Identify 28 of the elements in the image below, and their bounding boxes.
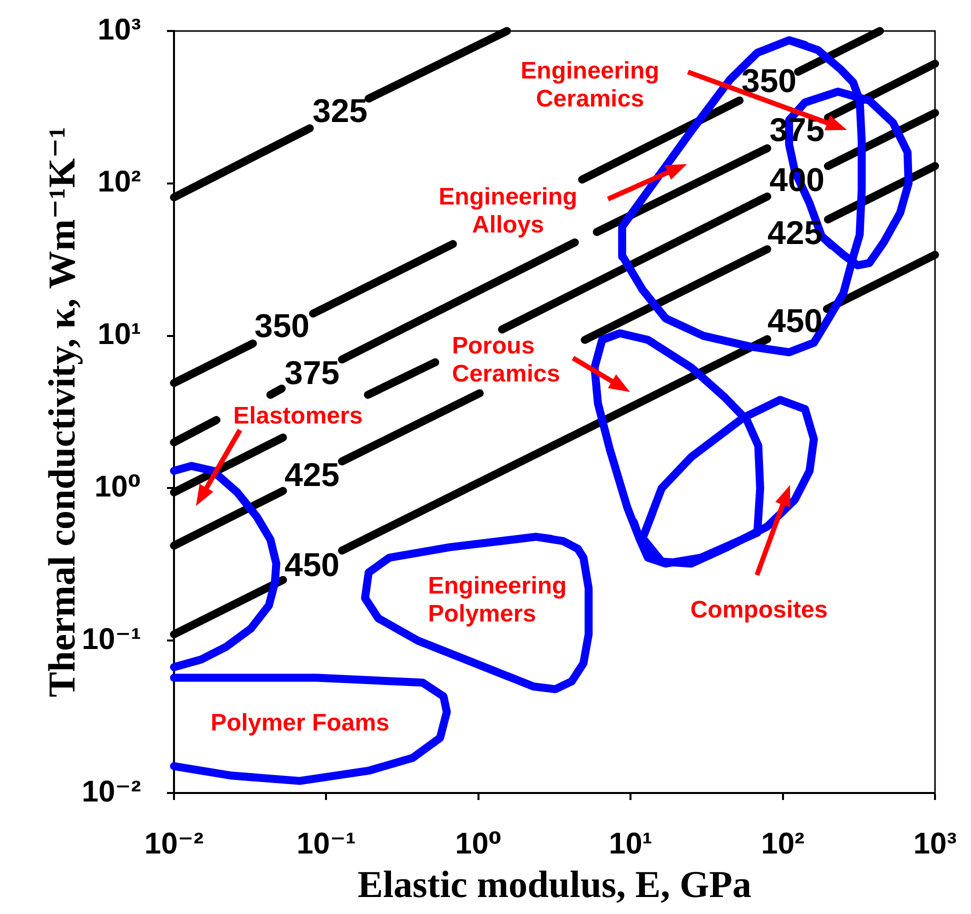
y-tick-label: 10³ [98,13,142,46]
y-tick-label: 10⁻² [82,775,141,808]
annotation: 450 [284,546,340,584]
x-tick-label: 10⁰ [455,827,502,860]
y-tick-label: 10¹ [98,318,142,352]
annotation: Engineering Ceramics [520,58,660,113]
annotation: 350 [254,307,310,344]
annotation: 325 [312,92,368,130]
x-tick-label: 10² [761,827,804,860]
annotation: Composites [690,596,828,624]
annotation: Engineering Alloys [438,184,578,239]
annotation: 450 [767,302,823,340]
annotation: 350 [741,62,797,100]
annotation: 425 [284,456,340,494]
y-tick-label: 10⁰ [94,470,141,504]
x-tick-label: 10¹ [608,827,652,860]
x-tick-label: 10³ [913,827,957,860]
annotation: Polymer Foams [210,710,390,737]
annotation: 375 [284,354,340,392]
x-tick-label: 10⁻¹ [296,827,356,860]
y-tick-label: 10² [98,166,142,199]
x-tick-label: 10⁻² [144,827,204,860]
annotation: Elastomers [233,402,363,430]
x-axis-title: Elastic modulus, E, GPa [358,864,752,906]
y-axis-title: Thermal conductivity, κ, Wm⁻¹K⁻¹ [42,126,84,698]
y-tick-label: 10⁻¹ [82,622,141,656]
annotation: Engineering Polymers [428,572,567,628]
annotation: Porous Ceramics [452,332,560,388]
